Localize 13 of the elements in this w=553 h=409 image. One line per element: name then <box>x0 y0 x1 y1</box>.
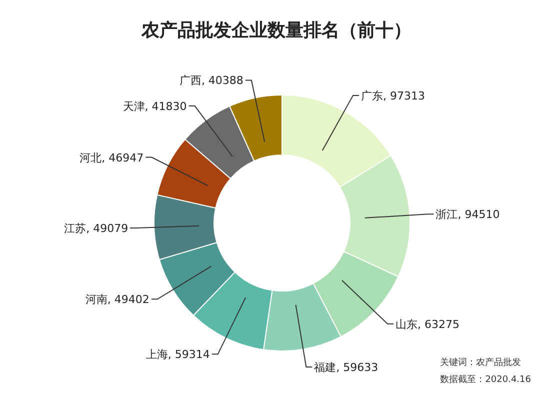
slice-label: 广东, 97313 <box>361 89 426 102</box>
slice-label: 山东, 63275 <box>396 318 460 331</box>
slice-label: 福建, 59633 <box>314 360 378 374</box>
slice-label: 广西, 40388 <box>179 74 244 88</box>
slice-label: 河南, 49402 <box>85 293 150 306</box>
slice-label: 江苏, 49079 <box>64 222 128 235</box>
slice-label: 天津, 41830 <box>122 100 187 113</box>
slice-label: 浙江, 94510 <box>436 208 500 222</box>
text: 关键词：农产品批发 <box>440 356 522 370</box>
text: 数据截至：2020.4.16 <box>440 374 531 387</box>
chart-title: 农产品批发企业数量排名（前十） <box>140 19 412 42</box>
slice-label: 上海, 59314 <box>146 348 210 362</box>
slice-label: 河北, 46947 <box>80 151 144 164</box>
